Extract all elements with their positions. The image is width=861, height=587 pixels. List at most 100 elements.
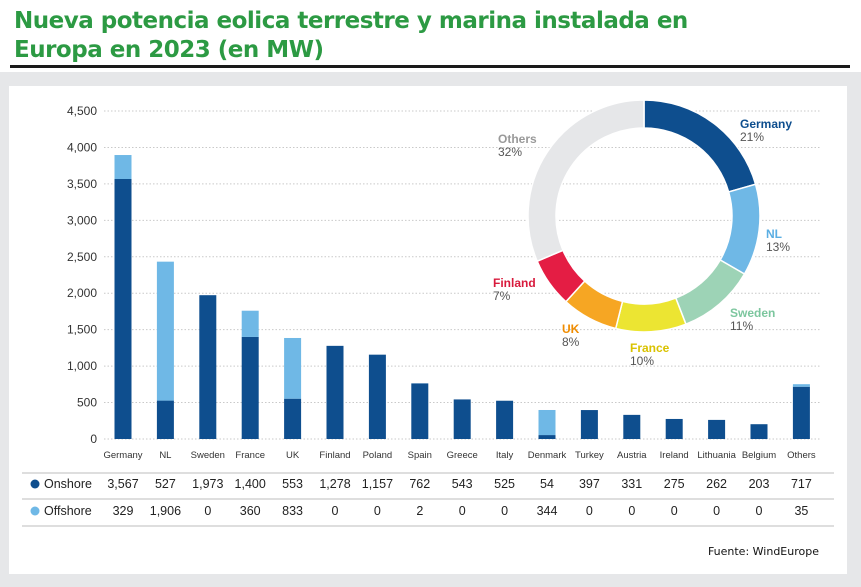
table-cell: 1,973	[192, 477, 223, 491]
table-cell: 331	[621, 477, 642, 491]
table-cell: 275	[664, 477, 685, 491]
table-cell: 2	[416, 504, 423, 518]
table-cell: 0	[374, 504, 381, 518]
x-tick-label: Turkey	[575, 450, 604, 461]
table-cell: 1,278	[319, 477, 350, 491]
table-cell: 527	[155, 477, 176, 491]
page-title: Nueva potencia eolica terrestre y marina…	[14, 8, 688, 63]
bar-onshore	[750, 424, 768, 439]
table-cell: 0	[756, 504, 763, 518]
donut-label: Finland	[493, 276, 536, 290]
bar-offshore	[284, 337, 302, 399]
donut-pct-label: 21%	[740, 130, 764, 144]
y-tick-label: 0	[90, 432, 97, 446]
bar-onshore	[453, 399, 471, 439]
table-cell: 329	[113, 504, 134, 518]
x-tick-label: Finland	[319, 450, 350, 461]
x-tick-label: Poland	[363, 450, 393, 461]
bar-onshore	[496, 400, 514, 439]
bar-onshore	[623, 414, 641, 439]
donut-pct-label: 11%	[730, 319, 753, 333]
y-tick-label: 1,500	[67, 323, 97, 337]
x-tick-label: Others	[787, 450, 816, 461]
table-cell: 360	[240, 504, 261, 518]
donut-slice-germany	[643, 99, 757, 193]
bar-offshore	[156, 261, 174, 401]
donut-pct-label: 8%	[562, 335, 580, 349]
y-tick-label: 2,500	[67, 250, 97, 264]
table-cell: 0	[204, 504, 211, 518]
table-cell: 0	[713, 504, 720, 518]
table-cell: 0	[332, 504, 339, 518]
x-tick-label: Belgium	[742, 450, 776, 461]
title-area: Nueva potencia eolica terrestre y marina…	[0, 0, 861, 72]
donut-pct-label: 13%	[766, 240, 790, 254]
bar-onshore	[114, 179, 132, 439]
table-cell: 0	[671, 504, 678, 518]
bar-offshore	[792, 384, 810, 387]
table-cell: 1,400	[235, 477, 266, 491]
table-cell: 762	[409, 477, 430, 491]
table-cell: 1,906	[150, 504, 181, 518]
y-tick-label: 2,000	[67, 286, 97, 300]
x-tick-label: UK	[286, 450, 300, 461]
table-cell: 525	[494, 477, 515, 491]
donut-label: Others	[498, 132, 537, 146]
table-cell: 203	[749, 477, 770, 491]
table-cell: 0	[586, 504, 593, 518]
x-tick-label: France	[235, 450, 265, 461]
legend-marker-offshore	[30, 506, 40, 516]
title-divider	[10, 65, 850, 68]
donut-label: NL	[766, 227, 782, 241]
table-cell: 717	[791, 477, 812, 491]
donut-slice-france	[614, 297, 687, 333]
y-tick-label: 4,500	[67, 104, 97, 118]
table-cell: 344	[537, 504, 558, 518]
bar-onshore	[665, 418, 683, 439]
table-cell: 543	[452, 477, 473, 491]
donut-label: Germany	[740, 117, 792, 131]
legend-label-onshore: Onshore	[44, 477, 92, 491]
legend-label-offshore: Offshore	[44, 504, 92, 518]
x-tick-label: Greece	[447, 450, 478, 461]
donut-slice-nl	[719, 183, 761, 276]
bar-offshore	[241, 310, 259, 337]
x-tick-label: Denmark	[528, 450, 567, 461]
table-cell: 397	[579, 477, 600, 491]
bar-onshore	[580, 410, 598, 439]
y-tick-label: 4,000	[67, 140, 97, 154]
x-tick-label: Lithuania	[697, 450, 736, 461]
table-cell: 0	[501, 504, 508, 518]
x-tick-label: Italy	[496, 450, 514, 461]
donut-pct-label: 32%	[498, 145, 522, 159]
bar-onshore	[792, 386, 810, 439]
x-tick-label: NL	[159, 450, 171, 461]
source-note: Fuente: WindEurope	[707, 545, 819, 558]
x-tick-label: Germany	[103, 450, 142, 461]
legend-marker-onshore	[30, 479, 40, 489]
y-tick-label: 500	[77, 396, 97, 410]
bar-onshore	[368, 354, 386, 439]
table-cell: 553	[282, 477, 303, 491]
x-tick-label: Austria	[617, 450, 647, 461]
x-tick-label: Sweden	[191, 450, 225, 461]
bar-onshore	[708, 419, 726, 439]
donut-label: Sweden	[730, 306, 775, 320]
bar-onshore	[284, 398, 302, 439]
table-cell: 262	[706, 477, 727, 491]
y-tick-label: 1,000	[67, 359, 97, 373]
table-cell: 833	[282, 504, 303, 518]
donut-pct-label: 7%	[493, 289, 511, 303]
bar-onshore	[156, 400, 174, 439]
bar-onshore	[326, 345, 344, 439]
bar-onshore	[538, 435, 556, 439]
donut-label: UK	[562, 322, 580, 336]
table-cell: 1,157	[362, 477, 393, 491]
x-tick-label: Ireland	[660, 450, 689, 461]
donut-pct-label: 10%	[630, 354, 654, 368]
x-tick-label: Spain	[408, 450, 432, 461]
y-tick-label: 3,500	[67, 177, 97, 191]
bar-offshore	[114, 155, 132, 180]
y-tick-label: 3,000	[67, 213, 97, 227]
